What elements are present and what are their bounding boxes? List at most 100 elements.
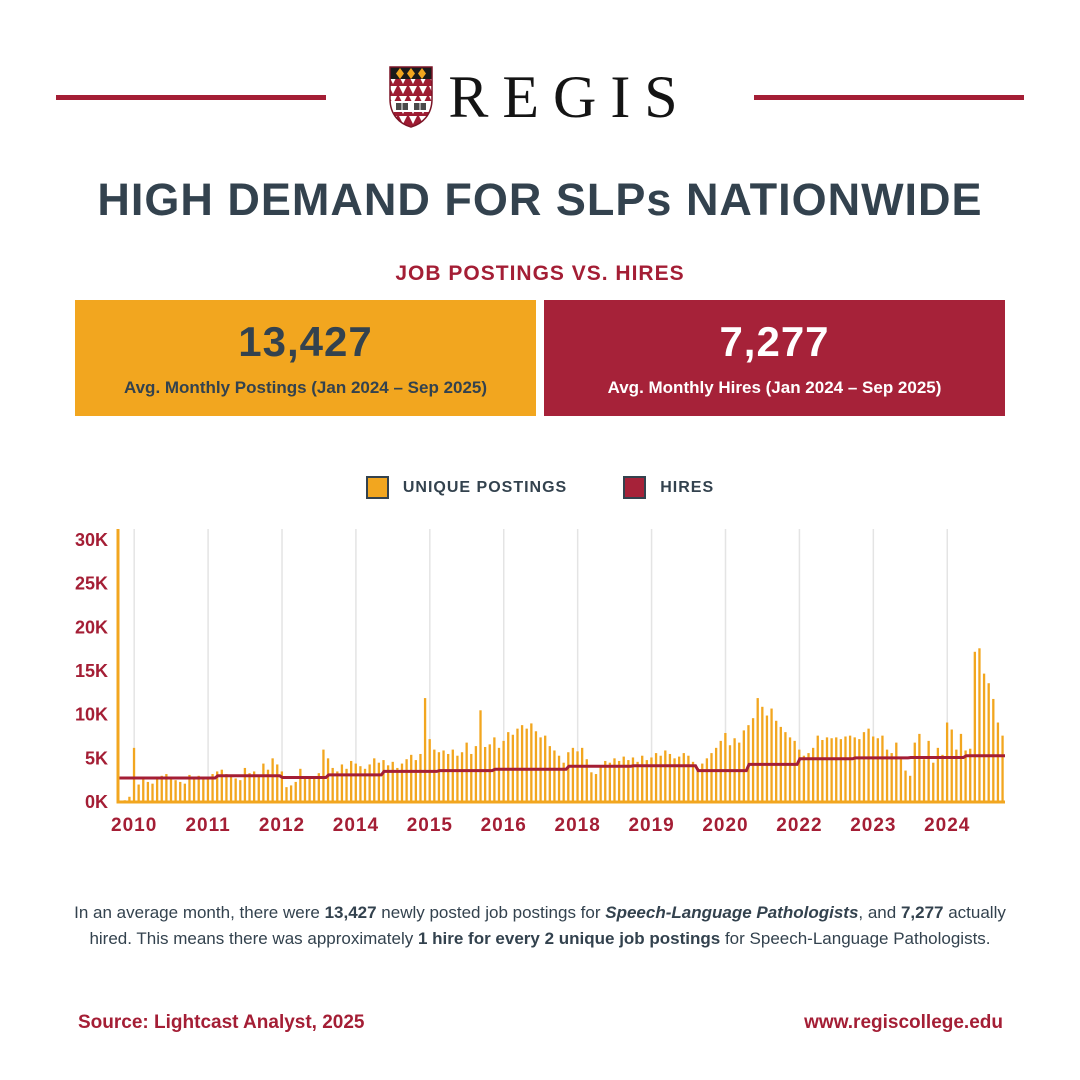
summary-segment: actually hired. This means there was app… [89,903,1006,948]
postings-bar [964,750,967,802]
postings-bar [280,771,284,802]
postings-bar [419,753,422,802]
postings-bar [830,738,833,802]
postings-bar [664,750,667,802]
x-axis-label: 2012 [259,815,305,836]
postings-bar [128,796,131,802]
postings-bar [945,722,949,802]
postings-bar [608,762,612,802]
postings-bar [488,744,491,802]
postings-bar [257,774,260,802]
postings-bar [239,780,242,802]
postings-bar [641,755,644,802]
postings-bar [137,784,140,802]
postings-bar [673,758,676,802]
postings-bar [410,754,413,802]
postings-bar [340,764,344,802]
regis-crest-icon [389,66,434,128]
postings-bar [229,776,233,802]
postings-bar [585,759,588,802]
postings-bar [765,715,769,802]
postings-bar [982,673,986,802]
postings-bar [433,749,436,802]
postings-bar [594,774,598,802]
postings-bar [317,773,320,802]
postings-bar [571,747,575,802]
x-axis-label: 2019 [628,815,674,836]
postings-bar [423,698,427,802]
postings-bar [728,745,732,802]
postings-bar [437,752,441,802]
x-axis-label: 2023 [850,815,896,836]
stat-card-hires: 7,277 Avg. Monthly Hires (Jan 2024 – Sep… [544,300,1005,416]
summary-text: In an average month, there were 13,427 n… [70,900,1010,952]
postings-bar [848,735,852,802]
postings-bar [234,778,237,802]
postings-bar [266,769,270,802]
regis-wordmark: REGIS [448,64,692,130]
postings-bar [867,728,870,802]
postings-bar [460,752,464,802]
postings-bar [405,759,408,802]
x-axis-label: 2014 [333,815,379,836]
postings-bar [345,768,348,802]
chart-subtitle: JOB POSTINGS VS. HIRES [395,262,685,285]
postings-label: Avg. Monthly Postings (Jan 2024 – Sep 20… [123,378,488,397]
summary-segment: 1 hire for every 2 unique job postings [417,929,721,948]
postings-bar [576,751,579,802]
postings-bar [941,754,944,802]
postings-bar [294,781,297,802]
postings-bar [414,760,417,802]
postings-bar [188,774,191,802]
postings-bar [756,698,759,802]
y-axis-label: 20K [75,617,108,637]
hires-label: Avg. Monthly Hires (Jan 2024 – Sep 2025) [607,378,942,397]
y-axis-label: 15K [75,661,108,681]
postings-bar [742,730,745,802]
postings-value: 13,427 [238,318,373,365]
postings-bar [220,769,223,802]
x-axis-label: 2022 [776,815,822,836]
postings-bar [761,706,764,802]
postings-bar [502,740,505,802]
postings-bar [932,762,935,802]
postings-bar [516,728,519,802]
postings-bar [622,756,625,802]
postings-bar [483,746,487,802]
postings-bar [262,763,265,802]
postings-bar [146,781,150,802]
postings-bar [927,740,930,802]
postings-bar [631,757,635,802]
postings-bar [825,737,829,802]
postings-bar [668,753,672,802]
postings-bar [839,739,843,802]
source-text: Source: Lightcast Analyst, 2025 [78,1012,365,1033]
postings-bar [816,735,819,802]
postings-bar [479,710,482,802]
postings-bar [534,731,538,802]
regis-logo: REGIS [388,65,691,129]
x-axis-label: 2020 [702,815,748,836]
postings-bar [904,770,907,802]
postings-bar [627,760,630,802]
header-rule-right [753,94,1024,100]
header-rule-left [56,94,327,100]
postings-bar [451,749,454,802]
postings-bar [336,771,339,802]
x-axis-label: 2024 [924,815,970,836]
postings-bar [396,767,399,802]
postings-bar [811,747,815,802]
postings-bar [206,776,210,802]
postings-bar [705,758,709,802]
postings-bar [881,735,884,802]
postings-bar [530,723,533,802]
postings-bar [373,758,376,802]
postings-bar [678,756,681,802]
postings-bar [645,760,648,802]
postings-bar [580,747,584,802]
summary-segment: 7,277 [900,903,944,922]
legend-label-hires: HIRES [660,478,715,496]
postings-bar [1001,735,1004,802]
postings-bar [165,774,168,802]
